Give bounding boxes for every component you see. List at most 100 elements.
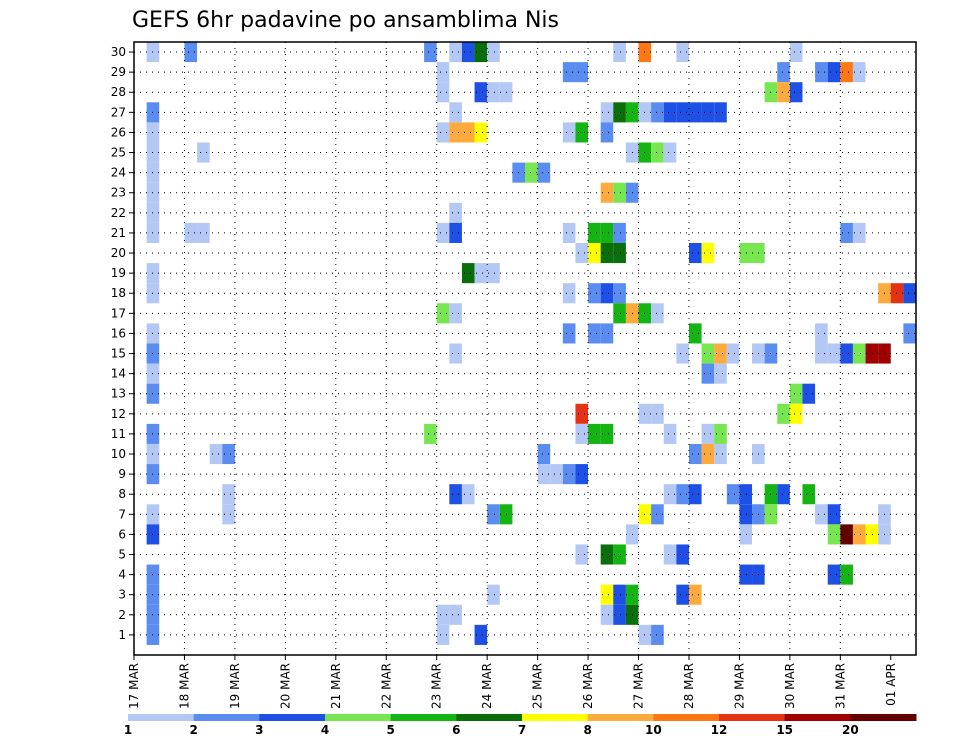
heatmap-cell <box>701 343 715 364</box>
heatmap-cell <box>197 222 210 243</box>
heatmap-cell <box>802 484 816 505</box>
x-tick-label: 17 MAR <box>127 663 141 709</box>
heatmap-cell <box>676 584 689 605</box>
heatmap-cell <box>550 464 563 485</box>
x-tick-label: 19 MAR <box>228 663 242 709</box>
heatmap-cell <box>663 544 677 565</box>
heatmap-cell <box>714 423 727 444</box>
heatmap-cell <box>600 122 614 143</box>
colorbar-label: 6 <box>452 723 460 737</box>
y-tick-label: 8 <box>118 487 126 501</box>
heatmap-cell <box>789 82 803 103</box>
heatmap-cell <box>701 443 715 465</box>
heatmap-cell <box>840 524 853 545</box>
heatmap-cell <box>663 484 677 505</box>
colorbar-swatch <box>325 714 392 721</box>
colorbar-label: 20 <box>842 723 859 737</box>
heatmap-cell <box>449 303 462 324</box>
y-tick-label: 12 <box>111 407 126 421</box>
heatmap-cell <box>525 162 538 183</box>
heatmap-cell <box>903 283 916 304</box>
heatmap-cell <box>575 544 589 565</box>
heatmap-cell <box>726 484 740 505</box>
heatmap-cell <box>600 584 614 605</box>
colorbar-label: 5 <box>386 723 394 737</box>
heatmap-cell <box>461 122 475 143</box>
heatmap-cell <box>600 283 614 304</box>
y-tick-label: 17 <box>111 306 126 320</box>
colorbar-label: 12 <box>711 723 728 737</box>
heatmap-cell <box>739 242 753 264</box>
y-tick-label: 16 <box>111 326 126 340</box>
x-tick-label: 21 MAR <box>329 663 343 709</box>
heatmap-cell <box>739 564 753 585</box>
colorbar-label: 1 <box>124 723 132 737</box>
y-tick-label: 27 <box>111 105 126 119</box>
heatmap-cell <box>613 102 626 123</box>
heatmap-cell <box>487 82 500 103</box>
heatmap-cell <box>613 584 626 605</box>
colorbar-swatch <box>587 714 654 721</box>
heatmap-cell <box>714 363 727 384</box>
heatmap-cell <box>424 423 437 444</box>
heatmap-cell <box>600 544 614 565</box>
heatmap-cell <box>461 42 475 63</box>
heatmap-cell <box>676 102 689 123</box>
y-tick-label: 28 <box>111 85 126 99</box>
heatmap-cell <box>688 443 702 465</box>
heatmap-cell <box>663 102 677 123</box>
heatmap-cell <box>739 524 753 545</box>
heatmap-cell <box>461 263 475 284</box>
y-tick-label: 1 <box>118 628 126 642</box>
heatmap-cell <box>676 544 689 565</box>
y-tick-label: 11 <box>111 427 126 441</box>
heatmap-cell <box>461 484 475 505</box>
heatmap-cell <box>651 102 664 123</box>
heatmap-cell <box>449 343 462 364</box>
heatmap-cell <box>613 283 626 304</box>
heatmap-cell <box>449 102 462 123</box>
heatmap-cell <box>726 343 740 364</box>
heatmap-cell <box>701 423 715 444</box>
x-tick-label: 18 MAR <box>177 663 191 709</box>
heatmap-cell <box>474 82 488 103</box>
heatmap-cell <box>852 222 866 243</box>
x-tick-label: 23 MAR <box>430 663 444 709</box>
heatmap-cell <box>600 423 614 444</box>
heatmap-cell <box>562 222 576 243</box>
colorbar-swatch <box>259 714 326 721</box>
heatmap-cell <box>197 142 210 163</box>
heatmap-cell <box>474 42 488 63</box>
y-tick-label: 22 <box>111 206 126 220</box>
heatmap-cell <box>613 242 626 264</box>
heatmap-cell <box>537 464 551 485</box>
heatmap-cell <box>436 82 450 103</box>
heatmap-cell <box>613 604 626 625</box>
colorbar-label: 7 <box>518 723 526 737</box>
heatmap-cell <box>600 323 614 344</box>
heatmap-cell <box>588 323 601 344</box>
heatmap-cell <box>613 303 626 324</box>
heatmap-cell <box>802 383 816 404</box>
colorbar-swatch <box>522 714 589 721</box>
y-tick-label: 10 <box>111 447 126 461</box>
heatmap-cell <box>840 222 853 243</box>
x-tick-label: 20 MAR <box>278 663 292 709</box>
y-tick-label: 4 <box>118 568 126 582</box>
heatmap-cell <box>815 343 828 364</box>
y-tick-label: 29 <box>111 65 126 79</box>
y-tick-label: 7 <box>118 507 126 521</box>
heatmap-cell <box>449 484 462 505</box>
heatmap-cell <box>474 122 488 143</box>
heatmap-cell <box>184 222 198 243</box>
y-tick-label: 3 <box>118 588 126 602</box>
heatmap-cell <box>827 62 841 83</box>
heatmap-cell <box>651 403 664 424</box>
y-tick-label: 13 <box>111 387 126 401</box>
plot-frame <box>133 41 917 656</box>
y-tick-label: 18 <box>111 286 126 300</box>
colorbar-swatch <box>784 714 851 721</box>
heatmap-cell <box>739 484 753 505</box>
y-tick-label: 26 <box>111 125 126 139</box>
